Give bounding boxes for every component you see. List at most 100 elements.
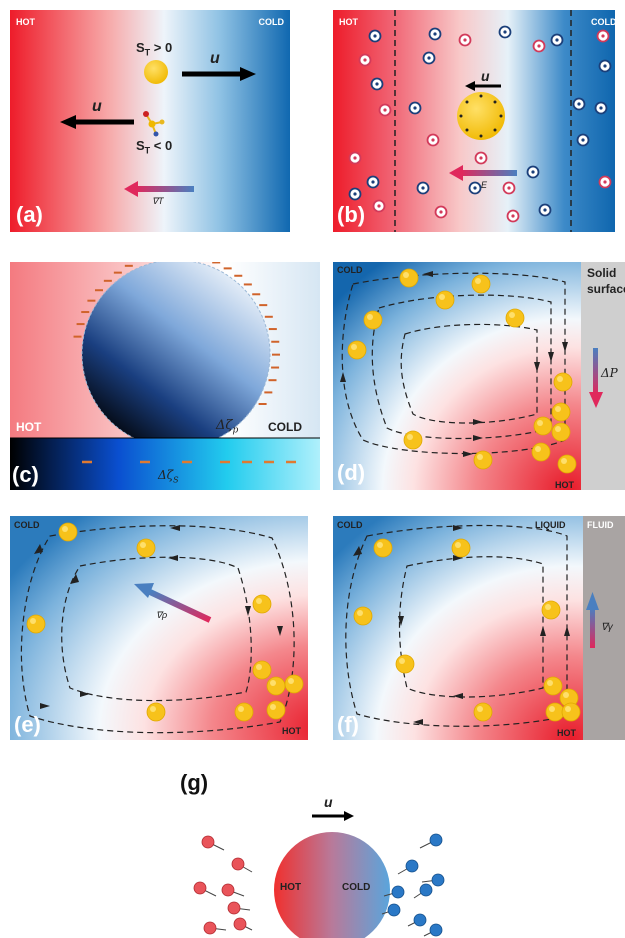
- hot-molecule-icon: [231, 857, 245, 871]
- panel-a: HOT COLD ST > 0 u u ST < 0 ∇T (a): [10, 10, 290, 232]
- particle-highlight: [439, 294, 445, 300]
- hot-molecule-icon: [203, 921, 217, 935]
- panel-b-graphic: [333, 10, 615, 232]
- ion-center: [433, 32, 437, 36]
- particle-icon: [252, 660, 272, 680]
- particle-highlight: [351, 344, 357, 350]
- panel-tag: (f): [337, 712, 359, 737]
- panel-g: (g) u HOT COLD: [180, 770, 480, 938]
- velocity-arrow: [312, 811, 354, 821]
- particle-icon: [561, 702, 581, 722]
- cold-label: COLD: [337, 265, 363, 275]
- cold-label: COLD: [258, 17, 285, 27]
- particle-highlight: [477, 454, 483, 460]
- particle-icon: [545, 702, 565, 722]
- particle-icon: [403, 430, 423, 450]
- surface-charges: [73, 262, 280, 405]
- ion-center: [531, 170, 535, 174]
- panel-f-graphic: [333, 516, 625, 740]
- ion-center: [363, 58, 367, 62]
- particle-highlight: [30, 618, 36, 624]
- hot-molecule-icon: [201, 835, 215, 849]
- particle-highlight: [455, 542, 461, 548]
- solid-surface-label-1: Solid: [587, 266, 617, 280]
- cold-label: COLD: [337, 520, 363, 530]
- particle-highlight: [555, 406, 561, 412]
- ion-center: [577, 102, 581, 106]
- hot-molecule-icon: [221, 883, 235, 897]
- ion-center: [507, 186, 511, 190]
- particle-icon: [531, 442, 551, 462]
- ion-center: [555, 38, 559, 42]
- charged-particle: [457, 92, 505, 140]
- particle-highlight: [555, 426, 561, 432]
- particle-highlight: [377, 542, 383, 548]
- particle-icon: [266, 700, 286, 720]
- field-label: E: [481, 180, 488, 190]
- particle-icon: [471, 274, 491, 294]
- panel-tag: (c): [12, 462, 39, 487]
- particle-icon: [435, 290, 455, 310]
- cold-molecule-icon: [429, 923, 443, 937]
- cold-molecule-icon: [429, 833, 443, 847]
- particle-highlight: [535, 446, 541, 452]
- ion-center: [599, 106, 603, 110]
- particle-highlight: [477, 706, 483, 712]
- cold-molecule-icon: [405, 859, 419, 873]
- ion-center: [603, 64, 607, 68]
- velocity-label: u: [324, 794, 333, 810]
- panel-f: COLD LIQUID FLUID ∇γ HOT (f): [333, 516, 625, 740]
- particle-icon: [373, 538, 393, 558]
- velocity-left-label: u: [92, 98, 102, 115]
- particles: [26, 522, 304, 722]
- panel-d-graphic: [333, 262, 625, 490]
- particle: [274, 832, 390, 938]
- particle-highlight: [403, 272, 409, 278]
- arrow-right: [182, 67, 256, 81]
- particle-icon: [146, 702, 166, 722]
- ion-center: [353, 156, 357, 160]
- particle-highlight: [557, 376, 563, 382]
- particle-icon: [58, 522, 78, 542]
- panel-e-graphic: [10, 516, 308, 740]
- solid-surface: [581, 262, 625, 490]
- ion-center: [503, 30, 507, 34]
- ion-center: [463, 38, 467, 42]
- flow-loop-outer: [20, 525, 295, 734]
- grad-t-label: ∇T: [152, 196, 164, 206]
- solvent-molecules: [193, 833, 445, 937]
- hot-molecule-icon: [233, 917, 247, 931]
- panel-d: COLD Solid surface ΔP HOT (d): [333, 262, 625, 490]
- st-negative-label: ST < 0: [136, 138, 173, 156]
- field-arrow: [449, 165, 517, 181]
- ions-group: [348, 25, 612, 223]
- particle-highlight: [270, 680, 276, 686]
- particle-highlight: [62, 526, 68, 532]
- particle-icon: [473, 450, 493, 470]
- particle-icon: [541, 600, 561, 620]
- particle-icon: [252, 594, 272, 614]
- hot-label: HOT: [557, 728, 576, 738]
- particle-highlight: [545, 604, 551, 610]
- ion-center: [383, 108, 387, 112]
- ion-center: [537, 44, 541, 48]
- pressure-arrow: [589, 392, 603, 408]
- ion-center: [601, 34, 605, 38]
- ion-center: [479, 156, 483, 160]
- particle-highlight: [256, 598, 262, 604]
- particle-highlight: [288, 678, 294, 684]
- panel-a-graphic: [10, 10, 290, 232]
- particle-icon: [347, 340, 367, 360]
- particle-highlight: [399, 658, 405, 664]
- particle-charges: [459, 94, 503, 138]
- particle-icon: [234, 702, 254, 722]
- panel-c: Δζp HOT COLD ΔζS (c): [10, 262, 320, 490]
- st-positive-label: ST > 0: [136, 40, 173, 58]
- surface-tension-label: ∇γ: [601, 622, 613, 633]
- particle-highlight: [549, 706, 555, 712]
- flow-loop-inner: [398, 556, 544, 698]
- zeta-surface-label: ΔζS: [158, 468, 179, 485]
- gradient-arrow: [124, 181, 194, 197]
- panel-tag: (a): [16, 202, 43, 227]
- ion-center: [473, 186, 477, 190]
